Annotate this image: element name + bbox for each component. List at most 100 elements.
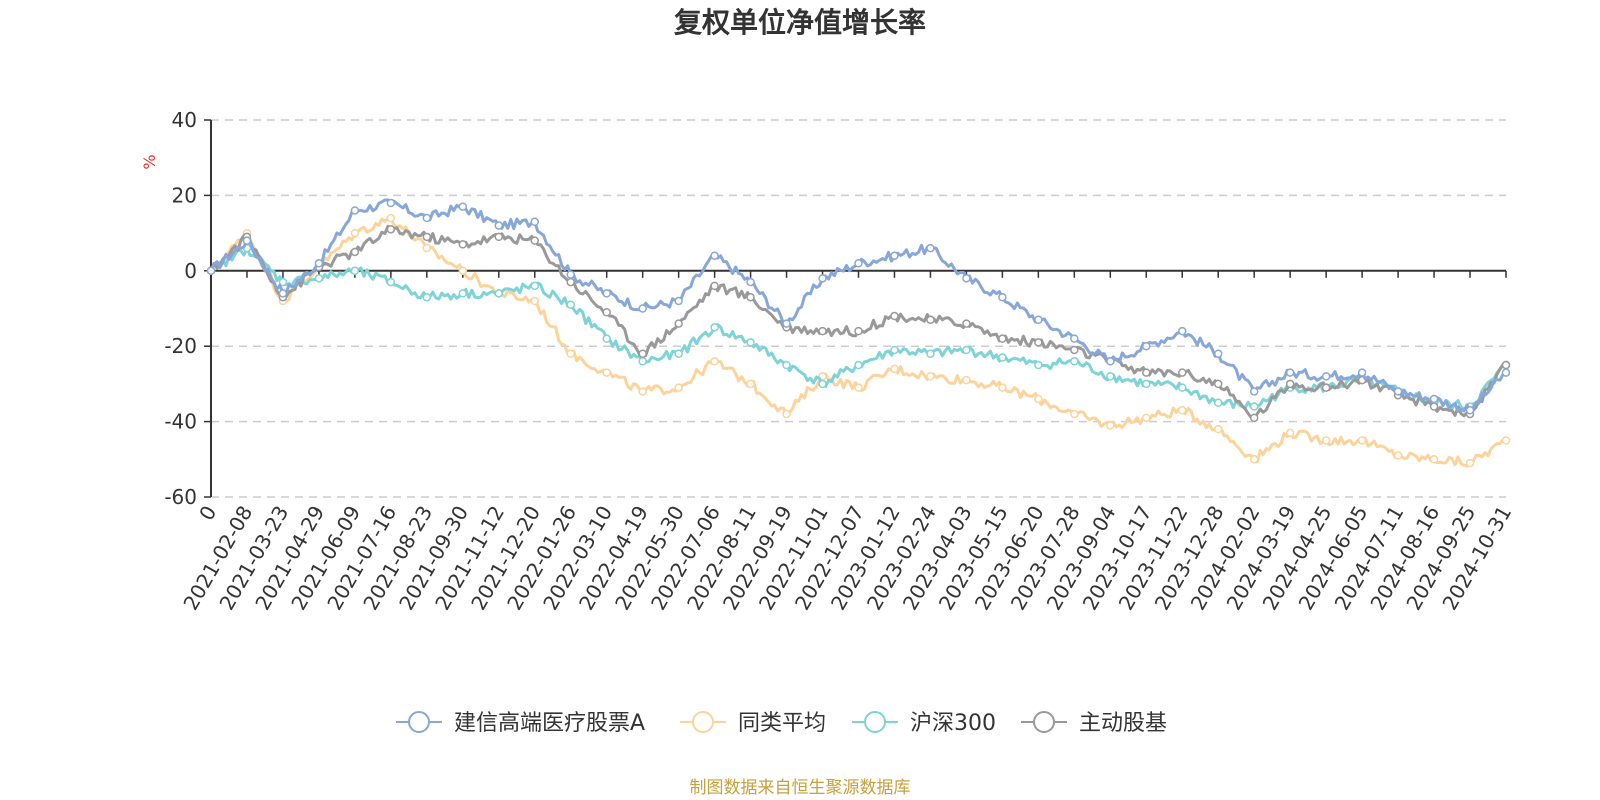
- data-point[interactable]: [998, 334, 1007, 343]
- data-point[interactable]: [422, 213, 432, 223]
- data-point[interactable]: [1501, 360, 1511, 370]
- data-point[interactable]: [1321, 436, 1331, 445]
- data-point[interactable]: [818, 274, 827, 283]
- data-point[interactable]: [1249, 402, 1259, 411]
- data-point[interactable]: [386, 213, 396, 223]
- data-point[interactable]: [998, 292, 1007, 302]
- data-point[interactable]: [710, 323, 719, 332]
- data-point[interactable]: [314, 274, 324, 283]
- data-point[interactable]: [458, 240, 468, 249]
- data-point[interactable]: [1070, 357, 1079, 366]
- data-point[interactable]: [1393, 451, 1403, 460]
- data-point[interactable]: [1321, 372, 1331, 381]
- data-point[interactable]: [1357, 436, 1367, 445]
- data-point[interactable]: [926, 349, 935, 358]
- data-point[interactable]: [998, 383, 1007, 392]
- data-point[interactable]: [530, 281, 539, 291]
- data-point[interactable]: [1429, 402, 1439, 411]
- data-point[interactable]: [1285, 428, 1295, 438]
- data-point[interactable]: [602, 289, 611, 298]
- data-point[interactable]: [386, 225, 396, 234]
- data-point[interactable]: [1213, 398, 1223, 407]
- data-point[interactable]: [458, 266, 468, 276]
- data-point[interactable]: [422, 243, 432, 253]
- data-point[interactable]: [962, 319, 971, 328]
- data-point[interactable]: [890, 311, 899, 321]
- data-point[interactable]: [314, 259, 324, 268]
- data-point[interactable]: [782, 319, 791, 328]
- data-point[interactable]: [710, 251, 719, 260]
- data-point[interactable]: [1070, 345, 1079, 355]
- data-point[interactable]: [1070, 334, 1079, 343]
- data-point[interactable]: [494, 221, 504, 230]
- data-point[interactable]: [1178, 406, 1187, 415]
- data-point[interactable]: [1393, 387, 1403, 396]
- data-point[interactable]: [350, 247, 360, 257]
- data-point[interactable]: [1429, 455, 1439, 464]
- data-point[interactable]: [458, 202, 468, 211]
- data-point[interactable]: [1070, 409, 1079, 419]
- data-point[interactable]: [1106, 372, 1115, 381]
- data-point[interactable]: [350, 228, 360, 238]
- data-point[interactable]: [1034, 360, 1043, 370]
- data-point[interactable]: [494, 289, 504, 298]
- data-point[interactable]: [1249, 413, 1259, 423]
- data-point[interactable]: [710, 357, 719, 366]
- data-point[interactable]: [422, 292, 432, 302]
- data-point[interactable]: [278, 289, 288, 298]
- data-point[interactable]: [386, 277, 396, 287]
- data-point[interactable]: [1321, 383, 1331, 392]
- data-point[interactable]: [422, 232, 432, 242]
- legend-item[interactable]: 同类平均: [680, 711, 826, 736]
- data-point[interactable]: [1034, 338, 1043, 347]
- legend-item[interactable]: 沪深300: [852, 711, 996, 736]
- data-point[interactable]: [854, 259, 863, 268]
- data-point[interactable]: [782, 360, 791, 370]
- data-point[interactable]: [854, 383, 863, 392]
- data-point[interactable]: [674, 383, 683, 392]
- data-point[interactable]: [278, 277, 288, 287]
- data-point[interactable]: [1285, 368, 1295, 377]
- data-point[interactable]: [890, 251, 899, 260]
- data-point[interactable]: [1213, 349, 1223, 358]
- legend-item[interactable]: 建信高端医疗股票A: [396, 711, 645, 736]
- data-point[interactable]: [1501, 436, 1511, 445]
- data-point[interactable]: [242, 236, 252, 245]
- data-point[interactable]: [746, 277, 755, 287]
- legend[interactable]: 建信高端医疗股票A 同类平均 沪深300 主动股基: [396, 711, 1167, 736]
- data-point[interactable]: [1106, 357, 1115, 366]
- data-point[interactable]: [746, 338, 755, 347]
- legend-item[interactable]: 主动股基: [1021, 711, 1167, 736]
- data-point[interactable]: [602, 334, 611, 343]
- data-point[interactable]: [926, 315, 935, 325]
- data-point[interactable]: [674, 296, 683, 306]
- data-point[interactable]: [530, 217, 539, 227]
- data-point[interactable]: [1178, 326, 1187, 336]
- data-point[interactable]: [998, 353, 1007, 362]
- data-point[interactable]: [206, 266, 216, 276]
- data-point[interactable]: [1213, 379, 1223, 389]
- data-point[interactable]: [674, 319, 683, 328]
- data-point[interactable]: [1285, 379, 1295, 389]
- data-point[interactable]: [602, 368, 611, 377]
- data-point[interactable]: [1465, 406, 1475, 415]
- data-point[interactable]: [1429, 394, 1439, 404]
- data-point[interactable]: [962, 274, 971, 283]
- data-point[interactable]: [818, 326, 827, 336]
- data-point[interactable]: [674, 349, 683, 358]
- data-point[interactable]: [926, 372, 935, 381]
- data-point[interactable]: [638, 349, 647, 358]
- data-point[interactable]: [782, 409, 791, 419]
- data-point[interactable]: [530, 236, 539, 245]
- data-point[interactable]: [458, 289, 468, 298]
- data-point[interactable]: [386, 198, 396, 208]
- data-point[interactable]: [350, 206, 360, 215]
- data-point[interactable]: [638, 387, 647, 396]
- data-point[interactable]: [854, 360, 863, 370]
- data-point[interactable]: [962, 375, 971, 385]
- data-point[interactable]: [1178, 368, 1187, 377]
- data-point[interactable]: [1142, 413, 1151, 423]
- data-point[interactable]: [566, 349, 575, 358]
- data-point[interactable]: [1501, 368, 1511, 377]
- data-point[interactable]: [494, 232, 504, 242]
